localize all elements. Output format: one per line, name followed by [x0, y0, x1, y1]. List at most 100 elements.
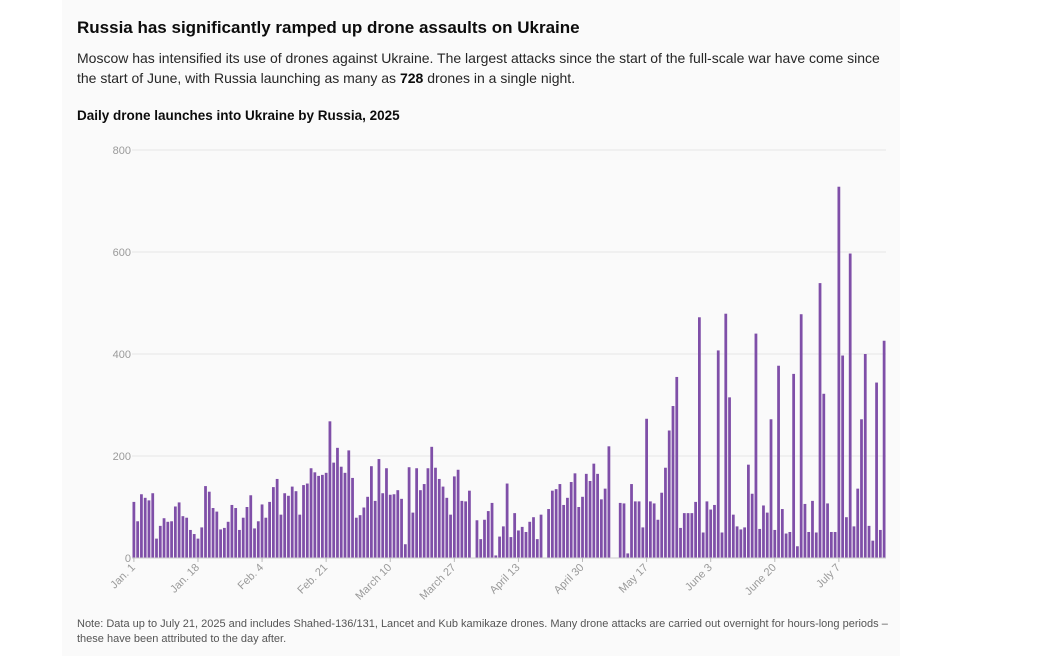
bar — [249, 495, 253, 558]
bar — [833, 531, 837, 558]
bar — [505, 483, 509, 558]
bar — [501, 526, 505, 558]
bar — [731, 514, 735, 558]
bar — [573, 473, 577, 558]
bar — [626, 553, 630, 558]
bar — [155, 538, 158, 558]
footnote: Note: Data up to July 21, 2025 and inclu… — [77, 618, 888, 645]
bar — [490, 502, 494, 558]
bar — [675, 376, 679, 558]
bar — [698, 317, 701, 558]
bar — [238, 529, 241, 558]
bar — [464, 501, 468, 558]
bar — [562, 504, 566, 558]
bar — [234, 508, 238, 558]
bar — [317, 475, 320, 558]
bar — [875, 382, 878, 558]
bar — [607, 446, 611, 558]
subtitle-text-end: drones in a single night. — [423, 70, 576, 86]
bar — [407, 467, 411, 558]
bar — [494, 555, 498, 558]
bar — [664, 467, 667, 558]
bar — [528, 521, 532, 558]
x-tick-label: March 27 — [418, 562, 459, 603]
bar — [403, 544, 407, 558]
bar — [430, 446, 434, 558]
x-tick-label: March 10 — [353, 562, 394, 603]
bar — [784, 533, 788, 558]
bar — [192, 534, 196, 558]
bar — [630, 484, 633, 558]
bar — [162, 518, 166, 558]
bar — [294, 491, 298, 558]
bar — [796, 546, 799, 558]
x-tick-label: May 17 — [617, 562, 651, 596]
bar — [170, 521, 173, 558]
bar — [441, 486, 445, 558]
bar — [539, 514, 543, 558]
x-tick-label: July 7 — [814, 562, 843, 591]
bar — [264, 517, 268, 558]
bar — [366, 496, 370, 558]
bar — [486, 511, 490, 558]
bar — [347, 450, 351, 558]
bar — [354, 517, 358, 558]
bar — [780, 509, 784, 558]
bar — [724, 313, 728, 558]
bar — [132, 501, 136, 558]
bar — [283, 493, 287, 558]
bar — [799, 314, 803, 558]
bar — [686, 513, 690, 558]
bar — [845, 517, 848, 558]
bar — [392, 494, 396, 558]
bar — [479, 539, 483, 558]
bar — [513, 513, 517, 558]
bar — [826, 503, 829, 558]
bar — [648, 501, 652, 558]
bar — [449, 514, 452, 558]
bar — [829, 531, 833, 558]
bar — [189, 529, 192, 558]
bar — [230, 504, 234, 558]
bar — [743, 527, 747, 558]
bar — [735, 526, 739, 558]
bar — [520, 526, 524, 558]
bar — [370, 466, 373, 558]
bar — [475, 520, 479, 558]
bar — [713, 504, 716, 558]
bar — [377, 459, 381, 558]
bar — [739, 529, 743, 558]
bar — [603, 488, 607, 558]
bar — [445, 497, 449, 558]
x-tick-label: April 30 — [552, 562, 587, 597]
chart-title: Daily drone launches into Ukraine by Rus… — [77, 108, 400, 123]
bar — [882, 340, 886, 558]
bar — [298, 514, 302, 558]
bar — [373, 500, 377, 558]
bar — [532, 517, 535, 558]
bar — [641, 527, 645, 558]
bar — [181, 516, 185, 558]
bar — [690, 513, 694, 558]
bar — [305, 483, 309, 558]
bar — [599, 499, 603, 558]
bar — [517, 530, 520, 558]
bar — [222, 527, 226, 558]
bar — [166, 521, 170, 558]
bar — [351, 477, 354, 558]
bar — [358, 515, 362, 558]
bar — [588, 480, 592, 558]
bar — [290, 486, 294, 558]
bar — [396, 490, 400, 558]
bar — [460, 500, 464, 558]
bar — [343, 472, 347, 558]
bar — [811, 500, 814, 558]
bar — [758, 528, 762, 558]
bar — [694, 501, 697, 558]
bar — [822, 393, 826, 558]
bar — [618, 502, 622, 558]
bar — [332, 462, 336, 558]
bar — [837, 186, 841, 558]
bar — [550, 490, 554, 558]
bar — [173, 506, 177, 558]
